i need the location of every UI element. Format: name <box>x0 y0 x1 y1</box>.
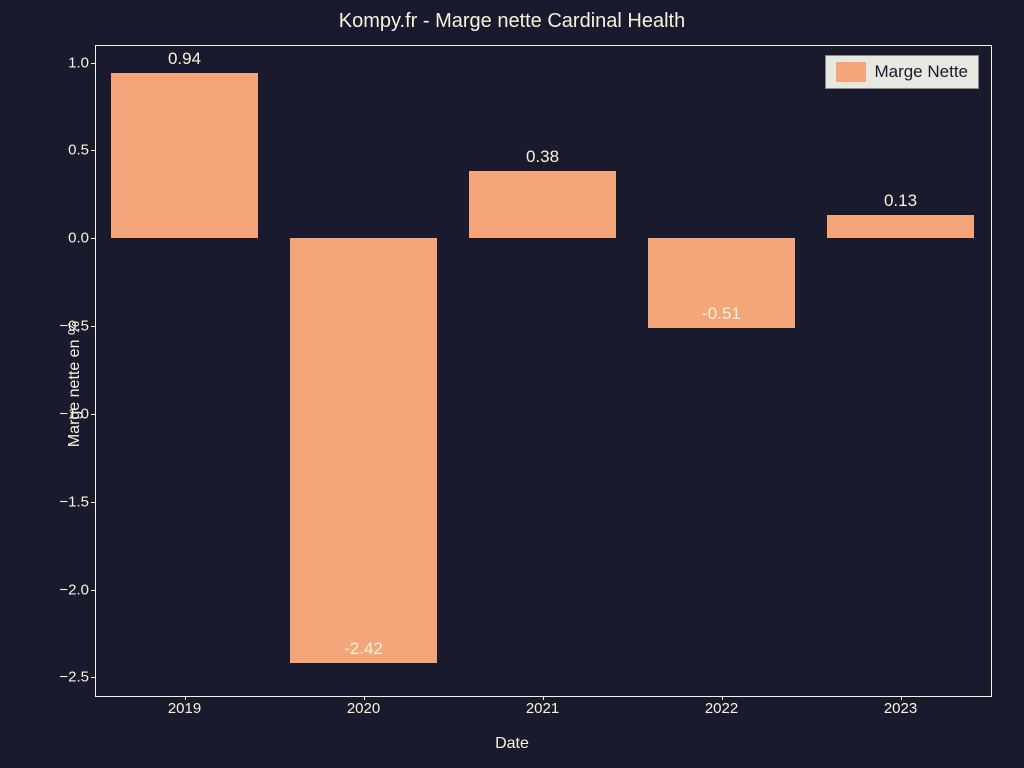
y-tick-mark <box>91 238 95 239</box>
bar <box>290 238 437 663</box>
x-tick-mark <box>901 696 902 700</box>
y-tick-mark <box>91 677 95 678</box>
bar <box>111 73 258 238</box>
bar <box>827 215 974 238</box>
y-tick-mark <box>91 326 95 327</box>
x-tick-mark <box>364 696 365 700</box>
y-tick-label: −1.5 <box>59 493 89 510</box>
y-tick-mark <box>91 63 95 64</box>
y-tick-mark <box>91 590 95 591</box>
x-tick-label: 2021 <box>526 700 559 717</box>
chart-title: Kompy.fr - Marge nette Cardinal Health <box>0 10 1024 33</box>
x-tick-mark <box>185 696 186 700</box>
x-tick-label: 2023 <box>884 700 917 717</box>
x-tick-label: 2019 <box>168 700 201 717</box>
bar <box>469 171 616 238</box>
bar-value-label: 0.94 <box>168 49 201 69</box>
y-tick-label: 0.0 <box>68 230 89 247</box>
y-tick-mark <box>91 502 95 503</box>
x-tick-label: 2020 <box>347 700 380 717</box>
bar-value-label: -0.51 <box>702 304 741 324</box>
y-axis-label: Marge nette en % <box>66 321 84 447</box>
x-tick-label: 2022 <box>705 700 738 717</box>
legend-label: Marge Nette <box>874 62 968 82</box>
y-tick-label: 1.0 <box>68 54 89 71</box>
bar-value-label: 0.38 <box>526 147 559 167</box>
y-tick-label: −1.0 <box>59 405 89 422</box>
legend-swatch <box>836 62 866 82</box>
x-tick-mark <box>722 696 723 700</box>
x-axis-label: Date <box>495 735 529 753</box>
y-tick-label: 0.5 <box>68 142 89 159</box>
bar-value-label: 0.13 <box>884 191 917 211</box>
bar-value-label: -2.42 <box>344 639 383 659</box>
y-tick-mark <box>91 414 95 415</box>
y-tick-label: −2.5 <box>59 669 89 686</box>
x-tick-mark <box>543 696 544 700</box>
y-tick-label: −0.5 <box>59 318 89 335</box>
chart-container: Kompy.fr - Marge nette Cardinal Health M… <box>0 0 1024 768</box>
legend: Marge Nette <box>825 55 979 89</box>
y-tick-mark <box>91 150 95 151</box>
y-tick-label: −2.0 <box>59 581 89 598</box>
